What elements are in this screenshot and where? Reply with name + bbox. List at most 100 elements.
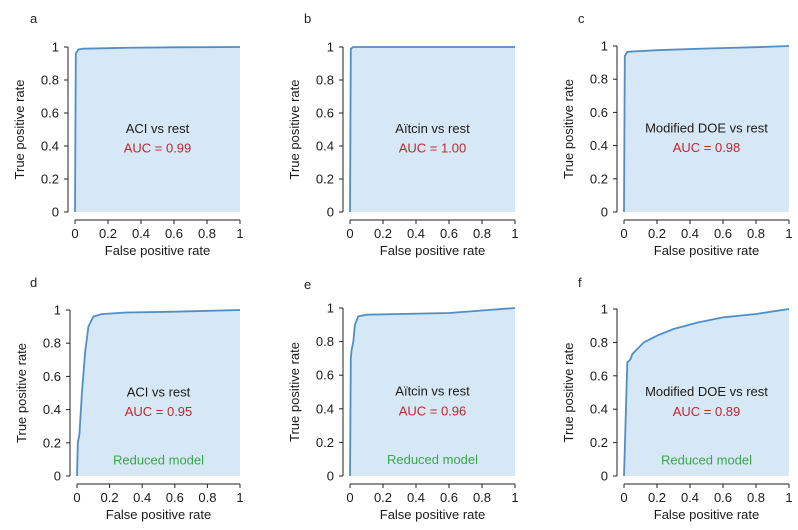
roc-panel-b: b 0 0.2 0.4 0.6 0.8 1 0 0.2 0.4 0.6 0.8 1 False posit… xyxy=(287,11,519,258)
y-tick-label: 1 xyxy=(327,301,334,316)
y-axis-title: True positive rate xyxy=(561,343,576,443)
roc-curve xyxy=(349,46,515,213)
x-tick-label: 0.4 xyxy=(407,226,425,241)
y-tick-label: 1 xyxy=(601,302,608,317)
x-tick-label: 0.2 xyxy=(99,226,117,241)
x-tick-label: 0 xyxy=(346,490,353,505)
x-tick-label: 0.8 xyxy=(198,226,216,241)
roc-area xyxy=(350,47,515,212)
x-axis-title: False positive rate xyxy=(106,507,212,522)
y-tick-label: 0 xyxy=(52,205,59,220)
x-tick-label: 1 xyxy=(236,226,243,241)
y-tick-label: 0.2 xyxy=(41,172,59,187)
y-tick-label: 0.4 xyxy=(316,139,334,154)
roc-panel-a: a 0 0.2 0.4 0.6 0.8 1 0 0.2 0.4 0.6 0.8 1 False posit… xyxy=(12,11,244,258)
x-tick-label: 0.4 xyxy=(681,490,699,505)
auc-label: AUC = 0.89 xyxy=(673,404,741,419)
x-tick-label: 0.2 xyxy=(101,490,119,505)
x-tick-label: 0.2 xyxy=(648,226,666,241)
roc-area xyxy=(624,309,789,476)
y-tick-label: 0.4 xyxy=(590,402,608,417)
roc-area xyxy=(77,310,240,476)
x-tick-label: 0.2 xyxy=(374,490,392,505)
x-tick-label: 0.6 xyxy=(440,226,458,241)
panel-label: a xyxy=(30,11,38,26)
y-tick-label: 0.6 xyxy=(43,369,61,384)
y-tick-label: 0.6 xyxy=(590,368,608,383)
x-tick-label: 0.8 xyxy=(473,226,491,241)
x-tick-label: 0.8 xyxy=(473,490,491,505)
y-tick-label: 0.2 xyxy=(590,435,608,450)
y-tick-label: 0.2 xyxy=(590,171,608,186)
reduced-model-label: Reduced model xyxy=(113,452,204,467)
auc-label: AUC = 0.96 xyxy=(399,404,467,419)
roc-panel-f: f 0 0.2 0.4 0.6 0.8 1 0 0.2 0.4 0.6 0.8 1 False posit… xyxy=(561,275,793,522)
x-tick-label: 0 xyxy=(620,226,627,241)
y-tick-label: 0.2 xyxy=(43,435,61,450)
x-tick-label: 0.4 xyxy=(681,226,699,241)
x-tick-label: 0.8 xyxy=(747,490,765,505)
y-tick-label: 0.2 xyxy=(316,435,334,450)
y-tick-label: 0 xyxy=(327,469,334,484)
roc-curve xyxy=(623,308,790,477)
roc-curve xyxy=(76,309,241,477)
auc-label: AUC = 0.98 xyxy=(673,140,741,155)
reduced-model-label: Reduced model xyxy=(661,452,752,467)
x-axis-title: False positive rate xyxy=(654,243,760,258)
y-tick-label: 0.8 xyxy=(43,336,61,351)
x-tick-label: 0 xyxy=(71,226,78,241)
y-tick-label: 0 xyxy=(601,205,608,220)
roc-title: Modified DOE vs rest xyxy=(645,384,768,399)
y-tick-label: 0.4 xyxy=(590,138,608,153)
x-tick-label: 0.4 xyxy=(132,226,150,241)
x-tick-label: 0 xyxy=(346,226,353,241)
y-axis-title: True positive rate xyxy=(14,343,29,443)
reduced-model-label: Reduced model xyxy=(387,452,478,467)
x-tick-label: 0.4 xyxy=(133,490,151,505)
roc-area xyxy=(624,46,789,212)
y-axis-title: True positive rate xyxy=(561,79,576,179)
x-axis-title: False positive rate xyxy=(654,507,760,522)
x-tick-label: 0.8 xyxy=(198,490,216,505)
x-tick-label: 1 xyxy=(511,490,518,505)
y-tick-label: 0.6 xyxy=(590,105,608,120)
auc-label: AUC = 0.99 xyxy=(124,141,192,156)
y-tick-label: 0 xyxy=(327,205,334,220)
x-axis-title: False positive rate xyxy=(380,243,486,258)
y-tick-label: 0.8 xyxy=(590,72,608,87)
x-tick-label: 0.6 xyxy=(714,226,732,241)
roc-area xyxy=(350,308,515,476)
roc-title: Modified DOE vs rest xyxy=(645,120,768,135)
roc-curve xyxy=(74,46,241,213)
auc-label: AUC = 0.95 xyxy=(125,404,193,419)
panel-label: b xyxy=(304,11,311,26)
y-tick-label: 0 xyxy=(54,469,61,484)
panel-label: f xyxy=(578,275,582,290)
roc-area xyxy=(75,47,240,212)
x-tick-label: 1 xyxy=(785,490,792,505)
y-tick-label: 0.6 xyxy=(41,106,59,121)
panel-label: c xyxy=(578,11,585,26)
y-tick-label: 0.8 xyxy=(590,335,608,350)
y-tick-label: 0.2 xyxy=(316,172,334,187)
y-axis-title: True positive rate xyxy=(287,342,302,442)
roc-title: ACI vs rest xyxy=(127,384,191,399)
y-tick-label: 0 xyxy=(601,469,608,484)
y-tick-label: 0.4 xyxy=(41,139,59,154)
x-tick-label: 1 xyxy=(236,490,243,505)
y-tick-label: 1 xyxy=(327,40,334,55)
roc-title: Aïtcin vs rest xyxy=(395,383,470,398)
y-tick-label: 0.6 xyxy=(316,368,334,383)
x-axis-title: False positive rate xyxy=(380,507,486,522)
x-tick-label: 0.6 xyxy=(166,490,184,505)
x-tick-label: 0.2 xyxy=(374,226,392,241)
x-tick-label: 0.8 xyxy=(747,226,765,241)
x-tick-label: 1 xyxy=(785,226,792,241)
panel-label: e xyxy=(304,277,311,292)
auc-label: AUC = 1.00 xyxy=(399,141,467,156)
roc-title: Aïtcin vs rest xyxy=(395,121,470,136)
y-tick-label: 0.4 xyxy=(316,401,334,416)
y-tick-label: 0.8 xyxy=(316,73,334,88)
x-tick-label: 0.2 xyxy=(648,490,666,505)
